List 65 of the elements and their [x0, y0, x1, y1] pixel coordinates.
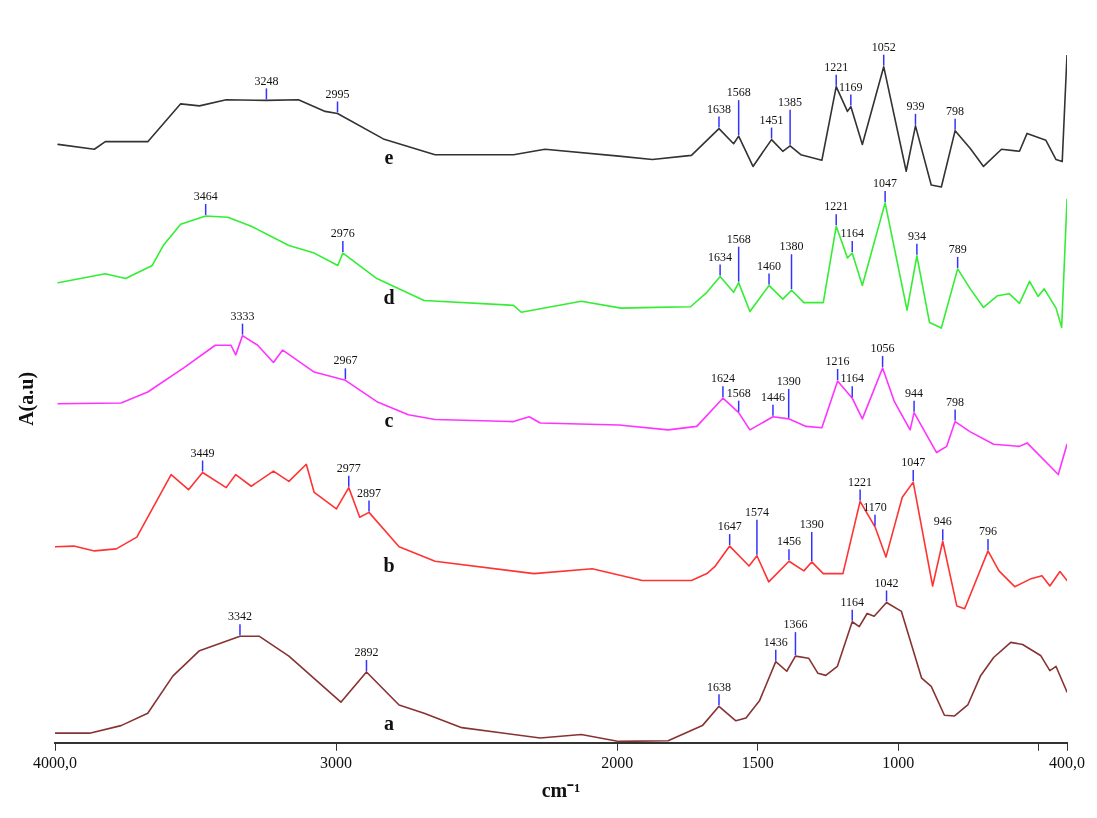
annotation: 3248 — [254, 73, 279, 88]
annotation: 1460 — [757, 258, 782, 273]
series-label: d — [383, 285, 395, 308]
series-label: c — [384, 408, 394, 431]
annotation: 796 — [979, 524, 998, 539]
annotation: 3464 — [193, 189, 218, 204]
annotation: 1634 — [708, 249, 733, 264]
annotation: 798 — [946, 103, 965, 118]
annotation: 789 — [948, 242, 967, 257]
annotation: 798 — [946, 394, 965, 409]
annotation: 1624 — [710, 371, 735, 386]
annotation: 944 — [905, 385, 924, 400]
annotation: 3333 — [230, 308, 255, 323]
annotation: 2976 — [330, 226, 355, 241]
annotation: 934 — [907, 228, 926, 243]
annotation: 1169 — [839, 79, 863, 94]
annotation: 1221 — [824, 199, 849, 214]
annotation: 1164 — [840, 371, 865, 386]
annotation: 2977 — [336, 460, 361, 475]
annotation: 1047 — [873, 176, 898, 191]
x-tick-label: 400,0 — [1049, 753, 1085, 771]
x-axis-title: cm⁻¹ — [541, 779, 581, 802]
annotation: 1216 — [825, 354, 850, 369]
series-label: b — [383, 553, 395, 576]
annotation: 2897 — [357, 485, 381, 500]
x-tick-label: 3000 — [320, 753, 353, 771]
annotation: 1446 — [760, 389, 785, 404]
annotation: 1574 — [744, 504, 769, 519]
annotation: 1385 — [778, 94, 803, 109]
annotation: 1390 — [799, 517, 824, 532]
annotation: 1568 — [726, 385, 751, 400]
annotation: 1380 — [779, 239, 804, 254]
x-tick-label: 1000 — [882, 753, 915, 771]
y-axis-title: A(a.u) — [15, 371, 39, 426]
annotation: 1221 — [824, 59, 849, 74]
annotation: 1164 — [840, 226, 865, 241]
annotation: 1647 — [717, 519, 742, 534]
annotation: 2892 — [354, 645, 379, 660]
annotation: 1047 — [901, 455, 926, 470]
annotation: 2995 — [325, 86, 350, 101]
annotation: 1052 — [871, 39, 896, 54]
annotation: 1456 — [776, 534, 801, 549]
annotation: 3342 — [227, 609, 252, 624]
annotation: 1221 — [848, 474, 873, 489]
annotation: 939 — [906, 99, 925, 113]
annotation: 1638 — [706, 679, 731, 694]
annotation: 1164 — [840, 594, 865, 609]
annotation: 946 — [933, 514, 952, 529]
x-tick-label: 1500 — [741, 753, 774, 771]
annotation: 1390 — [776, 374, 801, 388]
annotation: 1436 — [763, 634, 788, 649]
annotation: 1042 — [874, 575, 899, 590]
x-tick-label: 4000,0 — [33, 753, 77, 771]
annotation: 1170 — [863, 499, 887, 514]
annotation: 1366 — [783, 617, 808, 632]
annotation: 1568 — [726, 231, 751, 246]
x-tick-label: 2000 — [601, 753, 634, 771]
annotation: 1056 — [870, 341, 895, 356]
annotation: 1568 — [726, 85, 751, 100]
series-label: a — [383, 712, 394, 735]
annotation: 2967 — [333, 353, 358, 368]
series-label: e — [384, 146, 394, 169]
annotation: 3449 — [190, 445, 215, 460]
annotation: 1638 — [706, 101, 731, 116]
annotation: 1451 — [759, 112, 784, 127]
